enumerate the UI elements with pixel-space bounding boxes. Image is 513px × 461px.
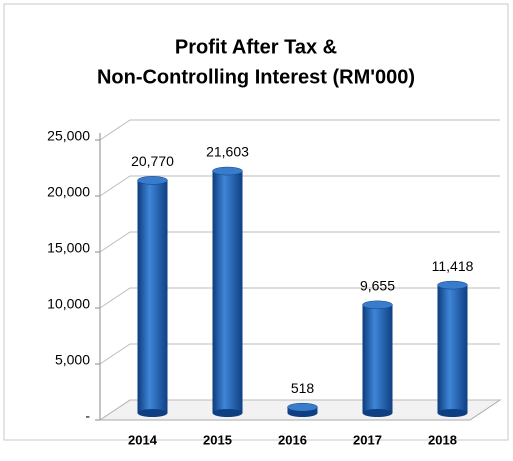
- bar: [362, 304, 393, 413]
- bar-base: [437, 409, 468, 417]
- y-tick-label: 15,000: [47, 240, 90, 256]
- chart-border: [3, 3, 509, 441]
- grid-line: [99, 231, 500, 253]
- bar: [137, 180, 168, 413]
- bar-base: [362, 409, 393, 417]
- chart-title: Profit After Tax &: [175, 36, 337, 58]
- bar-base: [287, 409, 318, 417]
- bar-top: [137, 176, 168, 185]
- chart-title: Non-Controlling Interest (RM'000): [97, 66, 415, 88]
- x-tick-label: 2017: [353, 432, 382, 447]
- x-tick-label: 2016: [278, 432, 307, 447]
- x-tick-label: 2014: [128, 432, 158, 447]
- y-tick-label: 10,000: [47, 296, 90, 312]
- bar-top: [437, 280, 468, 290]
- y-tick-label: 20,000: [47, 184, 90, 200]
- bar-base: [212, 409, 243, 417]
- bar-top: [287, 402, 318, 412]
- grid-line: [99, 287, 500, 309]
- bar: [437, 285, 468, 413]
- grid-line: [99, 175, 500, 197]
- value-label: 9,655: [360, 278, 395, 294]
- value-label: 20,770: [131, 153, 174, 169]
- bar-base: [137, 409, 168, 417]
- value-label: 518: [291, 380, 315, 396]
- y-tick-label: -: [85, 408, 90, 424]
- grid-line: [99, 119, 500, 141]
- y-tick-label: 25,000: [47, 128, 90, 144]
- bar: [212, 171, 243, 413]
- x-tick-label: 2018: [428, 432, 457, 447]
- bar-top: [212, 166, 243, 176]
- y-tick-label: 5,000: [55, 352, 90, 368]
- bar-top: [362, 300, 393, 310]
- x-tick-label: 2015: [203, 432, 232, 447]
- value-label: 21,603: [206, 144, 249, 160]
- value-label: 11,418: [432, 258, 474, 274]
